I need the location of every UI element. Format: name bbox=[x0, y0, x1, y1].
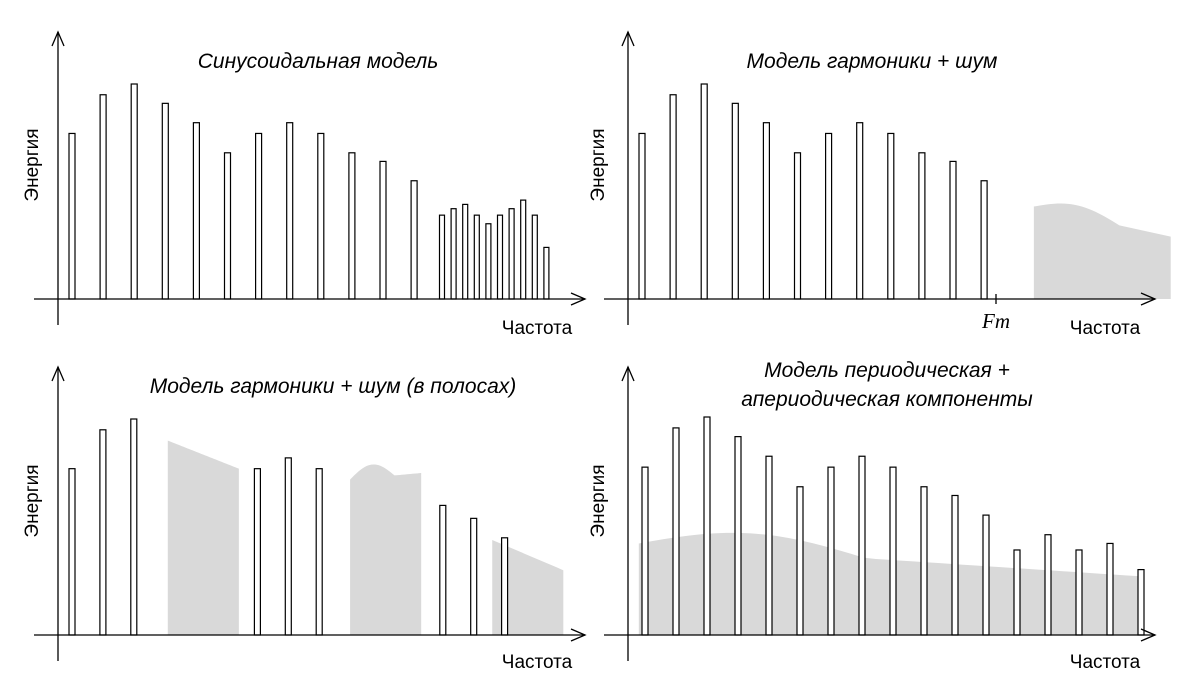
x-axis-arrow bbox=[570, 628, 587, 642]
x-axis-label: Частота bbox=[1070, 652, 1141, 673]
harmonic-bar bbox=[1044, 534, 1052, 636]
harmonic-bar bbox=[255, 132, 263, 300]
harmonic-bar bbox=[918, 152, 926, 300]
harmonic-bar bbox=[1075, 549, 1083, 636]
harmonic-bar bbox=[920, 486, 928, 636]
harmonic-bar bbox=[439, 504, 447, 636]
harmonic-bar bbox=[284, 457, 292, 636]
harmonic-bar bbox=[130, 418, 138, 636]
x-axis-label: Частота bbox=[1070, 318, 1141, 339]
fm-label: Fm bbox=[981, 309, 1010, 333]
noise-bar bbox=[485, 223, 492, 300]
harmonic-bar bbox=[824, 132, 833, 300]
harmonic-bar bbox=[1106, 542, 1114, 636]
panel-title: Синусоидальная модель bbox=[198, 50, 439, 73]
harmonic-bar bbox=[949, 160, 957, 300]
panel-2: Модель гармоники + шум Энергия Частота Fm bbox=[588, 30, 1171, 339]
harmonic-bar bbox=[99, 429, 107, 636]
x-axis-label: Частота bbox=[502, 652, 573, 673]
harmonic-bar bbox=[192, 122, 200, 300]
harmonic-bar bbox=[470, 517, 478, 636]
harmonic-bar bbox=[68, 468, 76, 636]
panel-title: Модель гармоники + шум bbox=[747, 50, 998, 73]
harmonic-bar bbox=[734, 436, 742, 636]
panel-title: Модель гармоники + шум (в полосах) bbox=[150, 375, 517, 398]
harmonic-bar bbox=[68, 132, 76, 300]
harmonic-bar bbox=[856, 122, 864, 300]
y-axis-arrow bbox=[51, 365, 65, 382]
noise-region bbox=[1033, 203, 1171, 299]
harmonic-bar bbox=[317, 132, 325, 300]
harmonic-bar bbox=[223, 152, 232, 300]
panel-4: Модель периодическая + апериодическая ком… bbox=[588, 359, 1157, 673]
harmonic-bar bbox=[501, 537, 509, 636]
x-axis-arrow bbox=[1140, 292, 1157, 306]
noise-region bbox=[350, 464, 422, 635]
harmonic-bar bbox=[315, 468, 323, 636]
noise-region bbox=[638, 532, 1138, 635]
panel-1: Синусоидальная модель Энергия Частота bbox=[22, 30, 587, 339]
harmonic-bar bbox=[348, 152, 356, 300]
x-axis-arrow bbox=[570, 292, 587, 306]
harmonic-bar bbox=[161, 102, 169, 300]
noise-bar bbox=[543, 246, 550, 300]
noise-bar bbox=[462, 203, 469, 300]
harmonic-bar bbox=[700, 83, 708, 300]
harmonic-bar bbox=[982, 514, 990, 636]
harmonic-bar bbox=[1137, 568, 1145, 636]
noise-region bbox=[167, 440, 239, 635]
harmonic-bar bbox=[703, 416, 711, 636]
noise-bar bbox=[520, 199, 527, 300]
noise-bar bbox=[531, 214, 538, 300]
harmonic-bar bbox=[793, 152, 802, 300]
harmonic-bar bbox=[379, 160, 387, 300]
y-axis-arrow bbox=[621, 30, 635, 47]
harmonic-bar bbox=[1013, 549, 1021, 636]
harmonic-bar bbox=[253, 468, 261, 636]
noise-bar bbox=[438, 214, 446, 300]
harmonic-bar bbox=[669, 94, 677, 300]
harmonic-bar bbox=[731, 102, 739, 300]
panel-title: апериодическая компоненты bbox=[741, 388, 1033, 411]
harmonic-bar bbox=[762, 122, 771, 300]
noise-bar bbox=[450, 208, 457, 300]
x-axis-arrow bbox=[1140, 628, 1157, 642]
y-axis-label: Энергия bbox=[588, 464, 609, 537]
harmonic-bar bbox=[889, 466, 897, 636]
harmonic-bar bbox=[638, 132, 646, 300]
y-axis-arrow bbox=[621, 365, 635, 382]
harmonic-bar bbox=[796, 486, 804, 636]
harmonic-bar bbox=[827, 466, 835, 636]
x-axis-label: Частота bbox=[502, 318, 573, 339]
noise-bar bbox=[508, 208, 515, 300]
noise-bar bbox=[496, 214, 504, 300]
harmonic-bar bbox=[887, 132, 895, 300]
harmonic-bar bbox=[980, 180, 988, 300]
harmonic-bar bbox=[99, 94, 107, 300]
harmonic-bar bbox=[130, 83, 138, 300]
harmonic-bar bbox=[410, 180, 418, 300]
harmonic-bar bbox=[951, 494, 959, 636]
harmonic-bar bbox=[672, 427, 680, 636]
y-axis-label: Энергия bbox=[588, 128, 609, 201]
y-axis-label: Энергия bbox=[22, 464, 43, 537]
y-axis-label: Энергия bbox=[22, 128, 43, 201]
harmonic-bar bbox=[641, 466, 649, 636]
noise-bar bbox=[473, 214, 480, 300]
harmonic-bar bbox=[858, 455, 866, 636]
noise-region bbox=[492, 539, 564, 635]
y-axis-arrow bbox=[51, 30, 65, 47]
harmonic-bar bbox=[765, 455, 773, 636]
panel-3: Модель гармоники + шум (в полосах) Энерги… bbox=[22, 365, 587, 673]
harmonic-bar bbox=[286, 122, 294, 300]
panel-title: Модель периодическая + bbox=[764, 359, 1010, 382]
